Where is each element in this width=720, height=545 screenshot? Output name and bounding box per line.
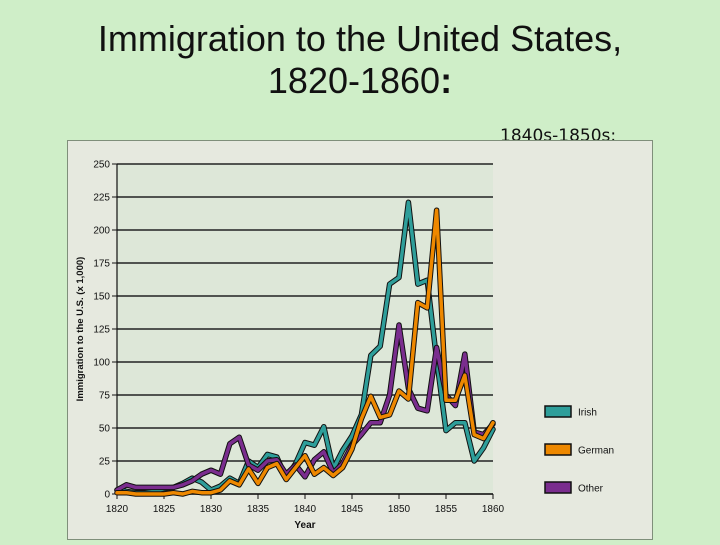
x-tick-label: 1835 <box>247 504 270 515</box>
chart-container: 0 25 50 75 100 125 150 175 200 225 250 1820 1825 1830… <box>67 140 653 540</box>
legend-label-irish: Irish <box>578 408 597 419</box>
y-tick-label: 175 <box>93 259 110 270</box>
legend-label-other: Other <box>578 484 604 495</box>
y-tick-label: 150 <box>93 292 110 303</box>
title-colon: : <box>440 60 453 101</box>
legend-swatch-german <box>544 443 572 456</box>
x-tick-label: 1830 <box>200 504 223 515</box>
x-tick-label: 1820 <box>106 504 129 515</box>
legend-swatch-other <box>544 481 572 494</box>
title-line-1: Immigration to the United States, <box>97 18 623 59</box>
y-tick-label: 75 <box>99 391 111 402</box>
x-axis-label: Year <box>294 520 315 531</box>
y-tick-label: 250 <box>93 160 110 171</box>
x-tick-label: 1860 <box>482 504 505 515</box>
x-tick-label: 1855 <box>435 504 458 515</box>
x-tick-label: 1845 <box>341 504 364 515</box>
y-axis-label: Immigration to the U.S. (x 1,000) <box>75 257 86 402</box>
legend-label-german: German <box>578 446 614 457</box>
y-tick-label: 225 <box>93 193 110 204</box>
x-tick-label: 1840 <box>294 504 317 515</box>
y-tick-label: 25 <box>99 457 111 468</box>
title-line-2: 1820-1860 <box>267 60 441 101</box>
immigration-line-chart: 0 25 50 75 100 125 150 175 200 225 250 1820 1825 1830… <box>67 140 653 540</box>
series-line-other <box>115 323 495 492</box>
y-tick-label: 100 <box>93 358 110 369</box>
legend-swatch-irish <box>544 405 572 418</box>
slide-title: Immigration to the United States, 1820-1… <box>0 18 720 102</box>
y-tick-label: 0 <box>104 490 110 501</box>
y-tick-label: 200 <box>93 226 110 237</box>
y-tick-label: 125 <box>93 325 110 336</box>
y-tick-label: 50 <box>99 424 111 435</box>
x-tick-label: 1825 <box>153 504 176 515</box>
series-line-german <box>115 208 495 496</box>
x-tick-label: 1850 <box>388 504 411 515</box>
